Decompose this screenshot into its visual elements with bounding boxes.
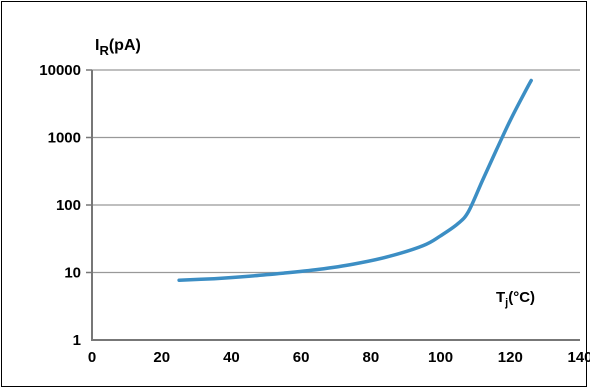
xtick-label-120: 120 — [498, 349, 523, 366]
series-line-0 — [177, 78, 533, 282]
x-axis-title: Tj(°C) — [496, 289, 535, 309]
data-point-0-13 — [509, 119, 512, 122]
data-point-0-1 — [213, 277, 215, 280]
data-point-0-6 — [387, 255, 390, 258]
grid-lines — [86, 69, 580, 274]
y-tick-labels: 1 10 100 1000 10000 — [39, 62, 81, 349]
ytick-label-10: 10 — [64, 265, 81, 282]
y-axis-title-sub: R — [99, 43, 109, 58]
xtick-label-80: 80 — [363, 349, 380, 366]
axes — [91, 70, 580, 341]
xtick-label-40: 40 — [223, 349, 240, 366]
ytick-label-1000: 1000 — [48, 130, 81, 147]
data-point-0-11 — [481, 179, 484, 182]
data-point-0-15 — [530, 79, 532, 82]
ytick-label-1: 1 — [73, 332, 81, 349]
data-point-0-7 — [422, 244, 424, 247]
x-axis-title-sub: j — [504, 297, 508, 309]
data-point-0-5 — [352, 263, 355, 265]
xtick-label-140: 140 — [567, 349, 590, 366]
y-axis-title-rest: (pA) — [109, 37, 141, 54]
data-point-0-14 — [523, 92, 526, 95]
data-point-0-8 — [439, 234, 442, 237]
xtick-label-60: 60 — [293, 349, 310, 366]
data-point-0-9 — [457, 222, 459, 225]
data-point-0-0 — [178, 279, 180, 281]
ytick-label-10000: 10000 — [39, 62, 81, 79]
data-point-0-4 — [317, 268, 320, 271]
ytick-label-100: 100 — [56, 197, 81, 214]
data-point-0-10 — [467, 210, 470, 213]
data-point-0-3 — [282, 272, 285, 274]
data-point-0-2 — [248, 275, 250, 278]
x-axis-title-rest: (°C) — [508, 289, 535, 306]
x-tick-labels: 0 20 40 60 80 100 120 140 — [88, 349, 590, 366]
xtick-label-0: 0 — [88, 349, 96, 366]
y-axis-title: IR(pA) — [95, 37, 141, 58]
xtick-label-20: 20 — [153, 349, 170, 366]
xtick-label-100: 100 — [428, 349, 453, 366]
series-layer — [177, 78, 533, 282]
data-point-0-12 — [495, 149, 498, 151]
x-axis-title-main: T — [496, 289, 505, 306]
y-axis-title-main: I — [95, 37, 99, 54]
